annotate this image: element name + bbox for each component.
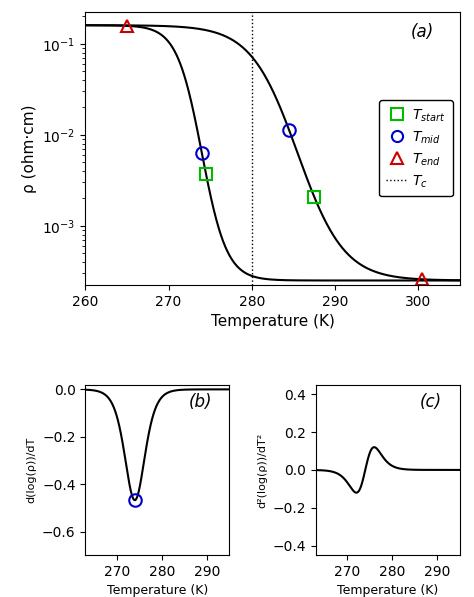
Y-axis label: d²(log(ρ))/dT²: d²(log(ρ))/dT² [257, 432, 267, 507]
X-axis label: Temperature (K): Temperature (K) [337, 584, 438, 597]
X-axis label: Temperature (K): Temperature (K) [210, 314, 335, 329]
Text: (a): (a) [411, 23, 434, 41]
Y-axis label: ρ (ohm·cm): ρ (ohm·cm) [22, 104, 36, 193]
Text: (b): (b) [189, 393, 212, 411]
Y-axis label: d(log(ρ))/dT: d(log(ρ))/dT [27, 437, 36, 503]
Text: (c): (c) [419, 393, 442, 411]
Legend: $T_\mathit{start}$, $T_\mathit{mid}$, $T_\mathit{end}$, $T_\mathit{c}$: $T_\mathit{start}$, $T_\mathit{mid}$, $T… [379, 100, 453, 196]
X-axis label: Temperature (K): Temperature (K) [107, 584, 208, 597]
